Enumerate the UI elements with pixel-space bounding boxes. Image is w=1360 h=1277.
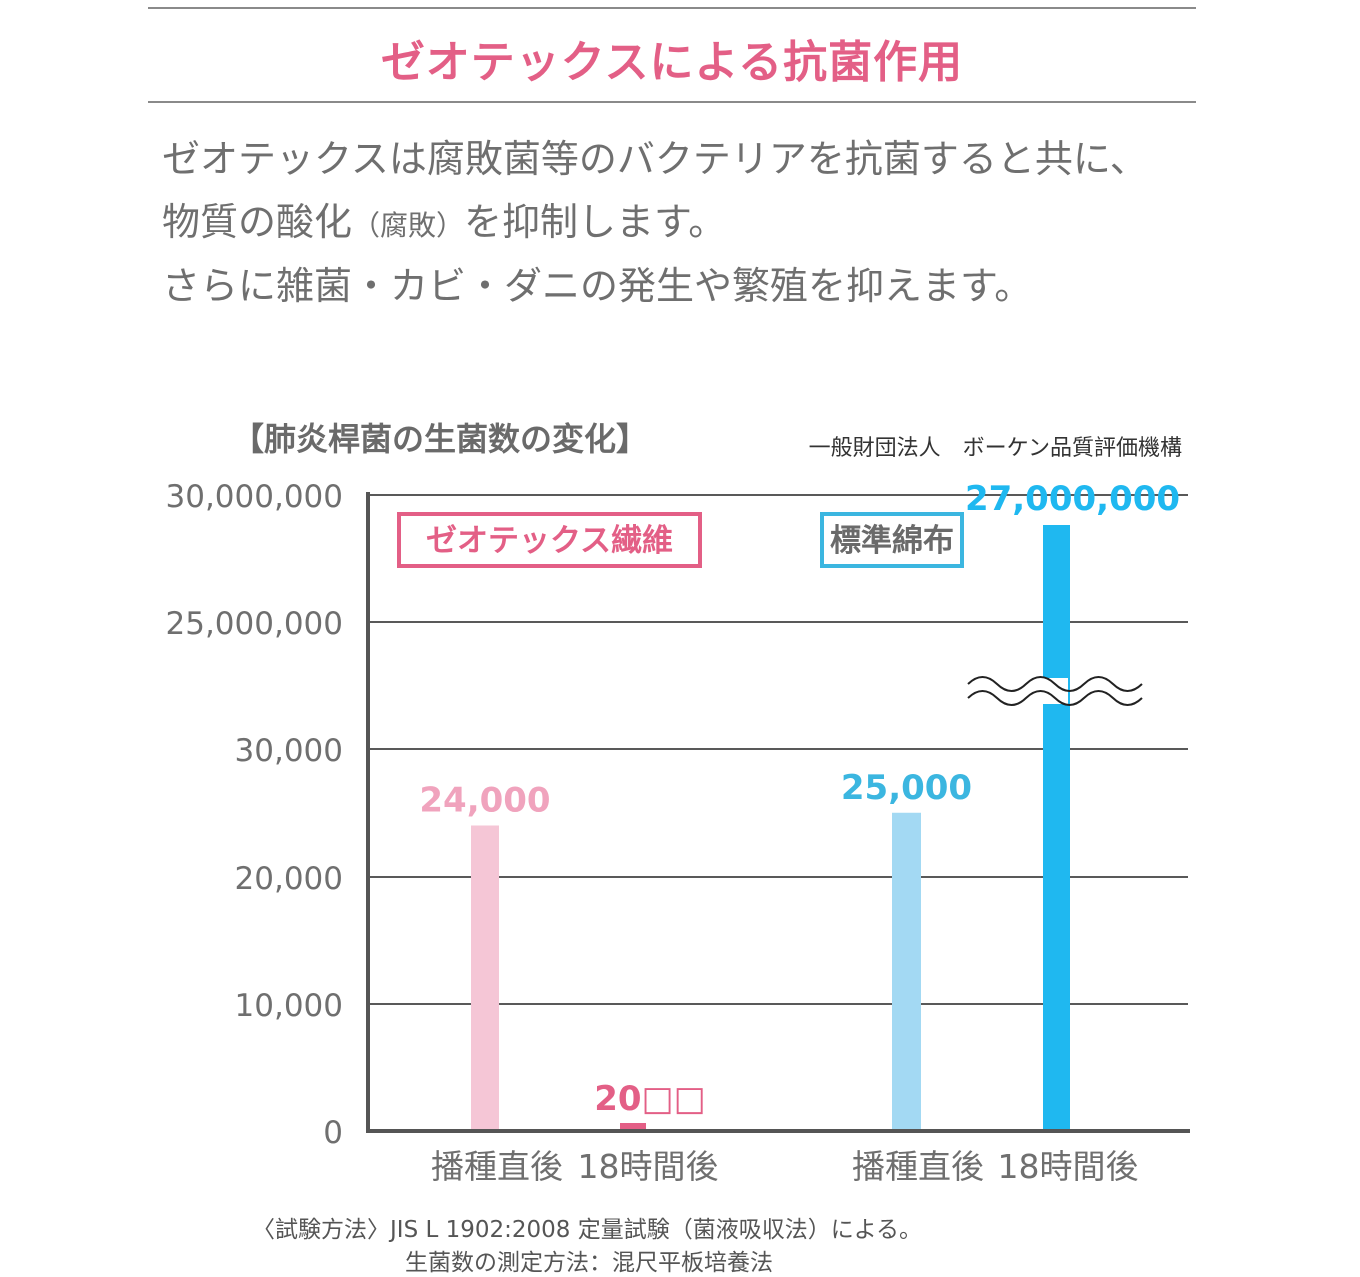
title-top-rule xyxy=(148,7,1196,9)
legend-zeotex: ゼオテックス繊維 xyxy=(397,512,702,568)
footnote-test-method: 〈試験方法〉JIS L 1902:2008 定量試験（菌液吸収法）による。 xyxy=(252,1217,923,1243)
x-category-label: 18時間後 xyxy=(998,1147,1139,1186)
axis-break-wave-top xyxy=(967,676,1143,692)
intro-line-2-b: （腐敗） xyxy=(352,209,465,242)
legend-standard: 標準綿布 xyxy=(820,512,964,568)
bar-0-1 xyxy=(620,1123,646,1131)
x-category-label: 播種直後 xyxy=(852,1147,984,1186)
data-label: 24,000 xyxy=(419,780,550,820)
chart-title: 【肺炎桿菌の生菌数の変化】 xyxy=(232,420,649,458)
data-label: 25,000 xyxy=(841,768,972,808)
data-label: 20□□ xyxy=(594,1079,706,1119)
bar-1-0 xyxy=(892,812,921,1131)
bar-1-1 xyxy=(1043,525,1070,1131)
x-category-label: 18時間後 xyxy=(578,1147,719,1186)
y-tick-label: 30,000 xyxy=(235,733,343,769)
footnote-measure-method: 生菌数の測定方法：混尺平板培養法 xyxy=(405,1250,773,1276)
intro-line-2-a: 物質の酸化 xyxy=(162,200,353,244)
intro-line-3: さらに雑菌・カビ・ダニの発生や繁殖を抑えます。 xyxy=(162,264,1033,308)
y-tick-label: 25,000,000 xyxy=(166,606,344,642)
chart-source: 一般財団法人 ボーケン品質評価機構 xyxy=(808,436,1182,461)
title-bottom-rule xyxy=(148,101,1196,103)
intro-line-1: ゼオテックスは腐敗菌等のバクテリアを抗菌すると共に、 xyxy=(162,137,1148,181)
page-title: ゼオテックスによる抗菌作用 xyxy=(380,37,964,88)
bar-0-0 xyxy=(471,825,499,1131)
x-category-label: 播種直後 xyxy=(431,1147,563,1186)
intro-line-2: 物質の酸化（腐敗）を抑制します。 xyxy=(162,191,726,246)
data-label: 27,000,000 xyxy=(965,479,1180,519)
intro-line-2-c: を抑制します。 xyxy=(464,200,727,244)
y-tick-label: 10,000 xyxy=(235,988,343,1024)
y-tick-label: 0 xyxy=(323,1115,343,1151)
y-tick-label: 20,000 xyxy=(235,861,343,897)
y-tick-label: 30,000,000 xyxy=(166,479,344,515)
axis-break-wave-bottom xyxy=(967,690,1143,706)
